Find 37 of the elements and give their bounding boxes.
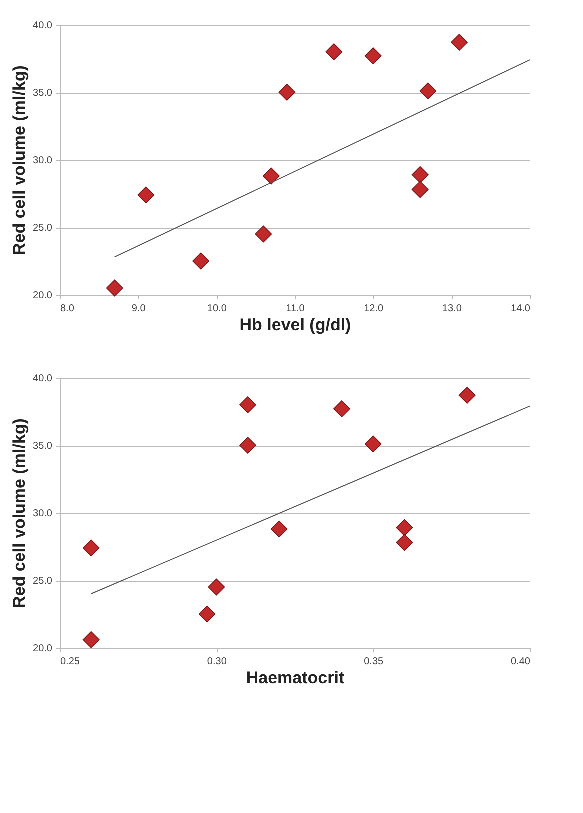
x-tick-label: 11.0 — [286, 304, 306, 314]
point — [326, 44, 343, 60]
point — [412, 166, 429, 184]
point — [278, 84, 296, 101]
x-tick-label: 0.40 — [511, 656, 531, 668]
y-tick-label: 25.0 — [33, 223, 53, 234]
y-tick-label: 40.0 — [33, 20, 53, 32]
point — [412, 181, 429, 198]
y-tick-label: 40.0 — [33, 374, 53, 384]
y-tick-label: 30.0 — [33, 508, 53, 520]
x-tick-label: 13.0 — [442, 304, 462, 314]
point — [420, 82, 437, 100]
x-tick-label: 8.0 — [60, 304, 75, 314]
y-tick-label: 25.0 — [33, 576, 53, 587]
x-tick-label: 12.0 — [364, 304, 384, 314]
x-tick-label: 14.0 — [511, 304, 531, 314]
point — [138, 186, 155, 204]
y-tick-label: 35.0 — [33, 88, 53, 99]
point — [451, 34, 468, 52]
x-axis-title: Hb level (g/dl) — [240, 316, 352, 334]
point — [106, 280, 124, 297]
x-tick-label: 10.0 — [207, 304, 228, 314]
point — [364, 48, 382, 65]
y-tick-label: 20.0 — [33, 290, 53, 302]
x-tick-label: 0.30 — [207, 656, 228, 668]
y-tick-label: 35.0 — [33, 441, 53, 452]
x-axis-title: Haematocrit — [246, 668, 345, 688]
x-tick-label: 0.25 — [60, 656, 80, 668]
point — [192, 252, 210, 270]
point — [255, 226, 272, 243]
y-axis-title: Red cell volume (ml/kg) — [10, 66, 30, 256]
y-tick-label: 30.0 — [33, 156, 53, 166]
y-axis-title: Red cell volume (ml/kg) — [10, 418, 30, 608]
x-tick-label: 0.35 — [364, 656, 384, 668]
y-tick-label: 20.0 — [33, 644, 53, 654]
point — [263, 168, 280, 185]
x-tick-label: 9.0 — [132, 304, 146, 314]
